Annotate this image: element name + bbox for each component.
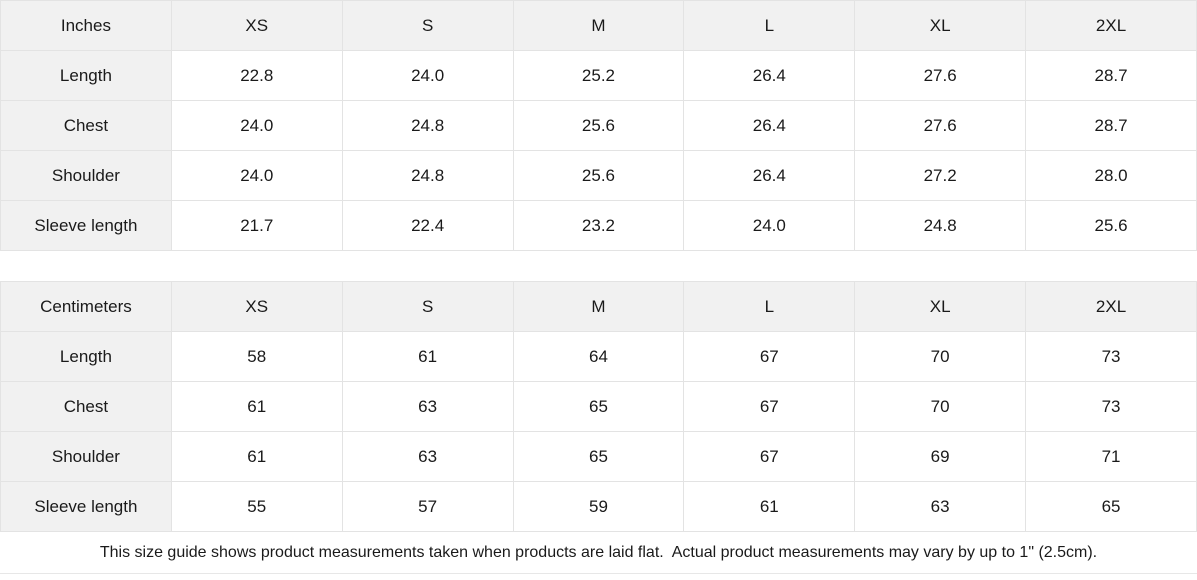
measurement-value: 63 — [854, 481, 1027, 532]
measurement-value: 24.0 — [341, 50, 514, 101]
table-row: Chest 61 63 65 67 70 73 — [0, 381, 1197, 432]
measurement-value: 61 — [170, 431, 343, 482]
size-column-header: M — [512, 281, 685, 332]
measurement-value: 71 — [1025, 431, 1197, 482]
size-table-inches-body: Inches XS S M L XL 2XL Length 22.8 24.0 25.2 26.4 27… — [0, 0, 1197, 251]
measurement-value: 26.4 — [683, 100, 856, 151]
table-spacer — [0, 251, 1197, 281]
size-column-header: S — [341, 281, 514, 332]
table-row: Shoulder 61 63 65 67 69 71 — [0, 431, 1197, 482]
measurement-value: 65 — [512, 381, 685, 432]
measurement-label: Length — [0, 50, 172, 101]
measurement-value: 23.2 — [512, 200, 685, 251]
size-column-header: L — [683, 281, 856, 332]
measurement-value: 28.7 — [1025, 50, 1197, 101]
measurement-value: 61 — [683, 481, 856, 532]
measurement-value: 25.2 — [512, 50, 685, 101]
measurement-value: 63 — [341, 381, 514, 432]
measurement-label: Shoulder — [0, 431, 172, 482]
measurement-value: 22.8 — [170, 50, 343, 101]
measurement-value: 65 — [512, 431, 685, 482]
measurement-value: 73 — [1025, 331, 1197, 382]
size-column-header: S — [341, 0, 514, 51]
measurement-label: Length — [0, 331, 172, 382]
measurement-label: Chest — [0, 100, 172, 151]
table-row: Length 22.8 24.0 25.2 26.4 27.6 28.7 — [0, 50, 1197, 101]
table-row: Length 58 61 64 67 70 73 — [0, 331, 1197, 382]
size-table-header-row: Inches XS S M L XL 2XL — [0, 0, 1197, 51]
measurement-label: Sleeve length — [0, 481, 172, 532]
size-column-header: XL — [854, 281, 1027, 332]
unit-label: Inches — [0, 0, 172, 51]
measurement-value: 27.2 — [854, 150, 1027, 201]
unit-label: Centimeters — [0, 281, 172, 332]
measurement-value: 21.7 — [170, 200, 343, 251]
measurement-value: 73 — [1025, 381, 1197, 432]
measurement-value: 28.0 — [1025, 150, 1197, 201]
measurement-value: 25.6 — [1025, 200, 1197, 251]
table-row: Sleeve length 55 57 59 61 63 65 — [0, 481, 1197, 532]
size-guide-disclaimer: This size guide shows product measuremen… — [0, 532, 1197, 574]
measurement-value: 57 — [341, 481, 514, 532]
measurement-value: 28.7 — [1025, 100, 1197, 151]
size-table-centimeters-body: Centimeters XS S M L XL 2XL Length 58 61 64 67 70 73 C… — [0, 281, 1197, 532]
measurement-value: 24.8 — [854, 200, 1027, 251]
measurement-value: 24.0 — [170, 100, 343, 151]
measurement-value: 25.6 — [512, 100, 685, 151]
size-table-centimeters: Centimeters XS S M L XL 2XL Length 58 61 64 67 70 73 C… — [0, 281, 1197, 532]
measurement-value: 22.4 — [341, 200, 514, 251]
measurement-value: 24.8 — [341, 100, 514, 151]
measurement-value: 26.4 — [683, 150, 856, 201]
measurement-value: 67 — [683, 431, 856, 482]
size-column-header: XS — [170, 281, 343, 332]
size-column-header: 2XL — [1025, 281, 1197, 332]
size-column-header: XL — [854, 0, 1027, 51]
size-column-header: XS — [170, 0, 343, 51]
size-column-header: L — [683, 0, 856, 51]
measurement-value: 70 — [854, 331, 1027, 382]
measurement-value: 65 — [1025, 481, 1197, 532]
measurement-value: 24.0 — [683, 200, 856, 251]
measurement-value: 67 — [683, 381, 856, 432]
measurement-value: 24.8 — [341, 150, 514, 201]
measurement-value: 25.6 — [512, 150, 685, 201]
size-table-header-row: Centimeters XS S M L XL 2XL — [0, 281, 1197, 332]
measurement-label: Sleeve length — [0, 200, 172, 251]
measurement-value: 61 — [170, 381, 343, 432]
measurement-value: 59 — [512, 481, 685, 532]
measurement-value: 27.6 — [854, 100, 1027, 151]
table-row: Sleeve length 21.7 22.4 23.2 24.0 24.8 25.6 — [0, 200, 1197, 251]
measurement-value: 64 — [512, 331, 685, 382]
measurement-value: 24.0 — [170, 150, 343, 201]
measurement-value: 61 — [341, 331, 514, 382]
measurement-value: 69 — [854, 431, 1027, 482]
measurement-value: 58 — [170, 331, 343, 382]
table-row: Shoulder 24.0 24.8 25.6 26.4 27.2 28.0 — [0, 150, 1197, 201]
measurement-value: 70 — [854, 381, 1027, 432]
size-column-header: M — [512, 0, 685, 51]
size-column-header: 2XL — [1025, 0, 1197, 51]
measurement-value: 63 — [341, 431, 514, 482]
size-table-inches: Inches XS S M L XL 2XL Length 22.8 24.0 25.2 26.4 27… — [0, 0, 1197, 251]
table-row: Chest 24.0 24.8 25.6 26.4 27.6 28.7 — [0, 100, 1197, 151]
measurement-value: 27.6 — [854, 50, 1027, 101]
measurement-value: 26.4 — [683, 50, 856, 101]
measurement-value: 67 — [683, 331, 856, 382]
measurement-label: Shoulder — [0, 150, 172, 201]
measurement-value: 55 — [170, 481, 343, 532]
measurement-label: Chest — [0, 381, 172, 432]
